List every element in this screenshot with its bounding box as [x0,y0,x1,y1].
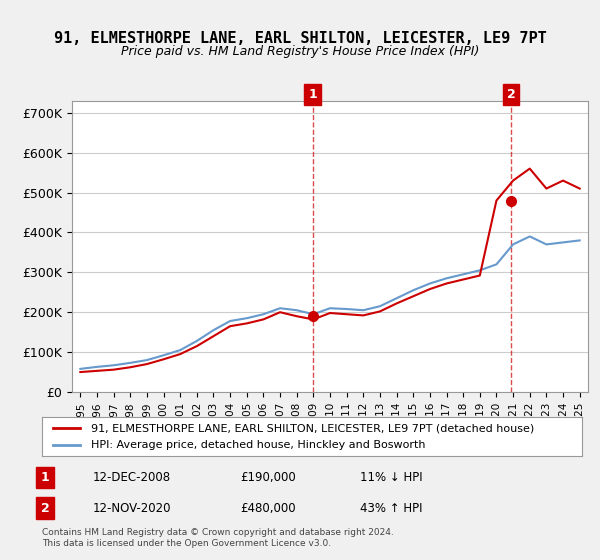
Text: 2: 2 [41,502,49,515]
Text: HPI: Average price, detached house, Hinckley and Bosworth: HPI: Average price, detached house, Hinc… [91,440,425,450]
Text: £190,000: £190,000 [240,471,296,484]
Text: 12-DEC-2008: 12-DEC-2008 [93,471,171,484]
Text: 91, ELMESTHORPE LANE, EARL SHILTON, LEICESTER, LE9 7PT (detached house): 91, ELMESTHORPE LANE, EARL SHILTON, LEIC… [91,423,534,433]
Text: 91, ELMESTHORPE LANE, EARL SHILTON, LEICESTER, LE9 7PT: 91, ELMESTHORPE LANE, EARL SHILTON, LEIC… [53,31,547,46]
Text: Contains HM Land Registry data © Crown copyright and database right 2024.
This d: Contains HM Land Registry data © Crown c… [42,528,394,548]
Text: Price paid vs. HM Land Registry's House Price Index (HPI): Price paid vs. HM Land Registry's House … [121,45,479,58]
Text: 43% ↑ HPI: 43% ↑ HPI [360,502,422,515]
Text: £480,000: £480,000 [240,502,296,515]
Text: 2: 2 [506,88,515,101]
Text: 1: 1 [41,471,49,484]
Text: 12-NOV-2020: 12-NOV-2020 [93,502,172,515]
Text: 1: 1 [308,88,317,101]
Text: 11% ↓ HPI: 11% ↓ HPI [360,471,422,484]
